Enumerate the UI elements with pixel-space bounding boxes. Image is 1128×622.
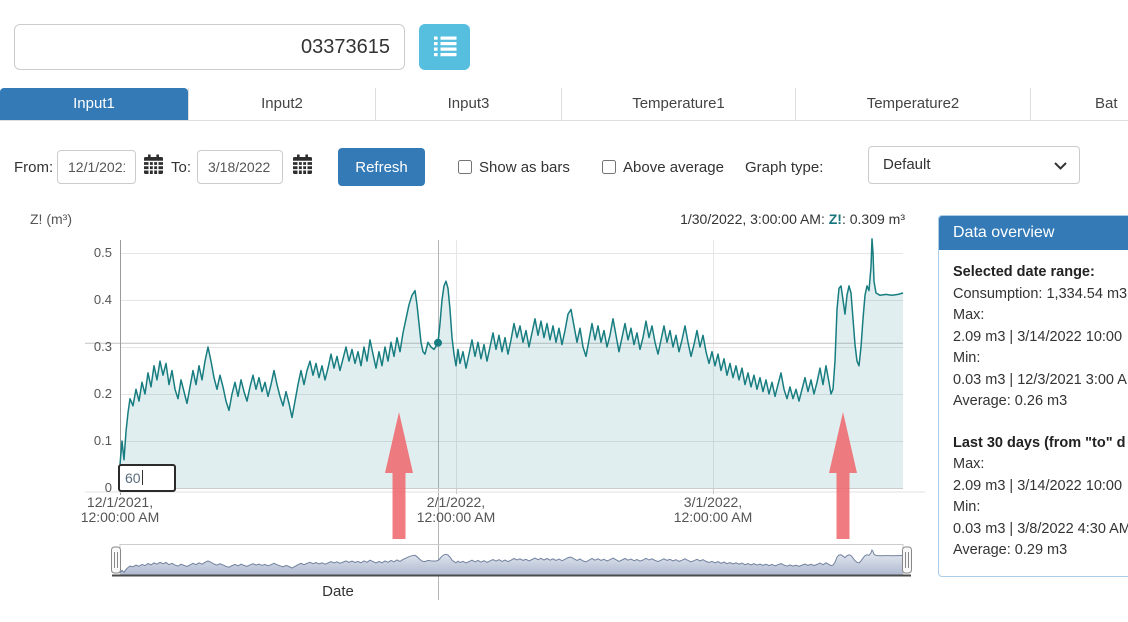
y-tick-0.4: 0.4 bbox=[93, 292, 112, 307]
to-date-input[interactable] bbox=[197, 150, 283, 184]
navigator-area[interactable] bbox=[120, 550, 903, 575]
y-axis-title: Z! (m³) bbox=[30, 211, 72, 227]
tab-temperature1[interactable]: Temperature1 bbox=[561, 88, 795, 120]
y-gridlines bbox=[120, 253, 903, 442]
last-30-days-heading: Last 30 days (from "to" d bbox=[953, 434, 1126, 451]
x-gridlines bbox=[456, 240, 714, 488]
x-axis-title: Date bbox=[322, 583, 354, 600]
chevron-down-icon bbox=[1054, 162, 1067, 170]
list-icon bbox=[433, 36, 456, 56]
min-label-30d: Min: bbox=[953, 499, 981, 515]
calendar-icon bbox=[292, 154, 312, 174]
tab-input2[interactable]: Input2 bbox=[188, 88, 375, 120]
hover-value: : 0.309 m³ bbox=[841, 211, 905, 227]
x-tick-feb1: 2/1/2022, 12:00:00 AM bbox=[416, 494, 496, 525]
x-axis-ticks bbox=[456, 488, 714, 494]
show-as-bars-checkbox[interactable] bbox=[458, 160, 472, 174]
min-value: 0.03 m3 | 12/3/2021 3:00 A bbox=[953, 371, 1127, 388]
min-label: Min: bbox=[953, 350, 981, 366]
channel-tabs: Input1 Input2 Input3 Temperature1 Temper… bbox=[0, 88, 1128, 121]
graph-type-select[interactable]: Default bbox=[868, 146, 1080, 184]
to-label: To: bbox=[171, 159, 192, 176]
meter-list-button[interactable] bbox=[419, 24, 470, 70]
series-line bbox=[119, 238, 904, 465]
data-overview-panel: Data overview Selected date range: Consu… bbox=[938, 215, 1128, 577]
x-tick-mar1: 3/1/2022, 12:00:00 AM bbox=[673, 494, 753, 525]
navigator-line bbox=[119, 549, 904, 573]
max-label-30d: Max: bbox=[953, 456, 985, 472]
max-value-30d: 2.09 m3 | 3/14/2022 10:00 bbox=[953, 477, 1123, 494]
graph-type-label: Graph type: bbox=[745, 159, 824, 176]
max-value: 2.09 m3 | 3/14/2022 10:00 bbox=[953, 328, 1123, 345]
navigator-left-handle[interactable] bbox=[111, 546, 121, 574]
refresh-button[interactable]: Refresh bbox=[338, 148, 425, 186]
calendar-icon bbox=[143, 154, 163, 174]
tab-battery[interactable]: Bat bbox=[1030, 88, 1128, 120]
y-tick-0.2: 0.2 bbox=[93, 386, 112, 401]
y-tick-0.5: 0.5 bbox=[93, 245, 112, 260]
navigator-outline bbox=[119, 544, 904, 576]
y-tick-0.1: 0.1 bbox=[93, 433, 112, 448]
from-date-input[interactable] bbox=[57, 150, 136, 184]
tab-input1[interactable]: Input1 bbox=[0, 88, 188, 120]
text-caret bbox=[141, 470, 143, 485]
navigator-right-handle[interactable] bbox=[902, 546, 912, 574]
y-tick-0.3: 0.3 bbox=[93, 339, 112, 354]
tab-temperature2[interactable]: Temperature2 bbox=[795, 88, 1030, 120]
hover-readout: 1/30/2022, 3:00:00 AM: Z!: 0.309 m³ bbox=[560, 211, 905, 227]
average-value: Average: 0.26 m3 bbox=[953, 393, 1068, 409]
hover-point-marker bbox=[434, 338, 442, 347]
annotation-arrow-2 bbox=[829, 412, 857, 539]
graph-type-value: Default bbox=[883, 156, 931, 173]
tab-input3[interactable]: Input3 bbox=[375, 88, 561, 120]
above-average-label[interactable]: Above average bbox=[623, 159, 724, 176]
from-label: From: bbox=[14, 159, 54, 176]
y-tick-0: 0 bbox=[104, 480, 112, 495]
data-overview-body: Selected date range: Consumption: 1,334.… bbox=[939, 250, 1128, 576]
from-calendar-button[interactable] bbox=[142, 154, 164, 176]
average-value-30d: Average: 0.29 m3 bbox=[953, 542, 1068, 558]
meter-id-input[interactable] bbox=[14, 24, 405, 70]
series-area-fill bbox=[120, 238, 903, 488]
annotation-value-input[interactable]: 60 bbox=[118, 464, 176, 492]
max-label: Max: bbox=[953, 307, 985, 323]
above-average-checkbox[interactable] bbox=[602, 160, 616, 174]
show-as-bars-label[interactable]: Show as bars bbox=[479, 159, 570, 176]
hover-series-name: Z! bbox=[828, 211, 842, 227]
to-calendar-button[interactable] bbox=[291, 154, 313, 176]
min-value-30d: 0.03 m3 | 3/8/2022 4:30 AM bbox=[953, 520, 1128, 537]
consumption-value: Consumption: 1,334.54 m3 bbox=[953, 285, 1128, 302]
x-tick-dec1: 12/1/2021, 12:00:00 AM bbox=[80, 494, 160, 525]
hover-time: 1/30/2022, 3:00:00 AM: bbox=[680, 211, 829, 227]
selected-range-heading: Selected date range: bbox=[953, 264, 1095, 280]
data-overview-title: Data overview bbox=[939, 216, 1128, 250]
